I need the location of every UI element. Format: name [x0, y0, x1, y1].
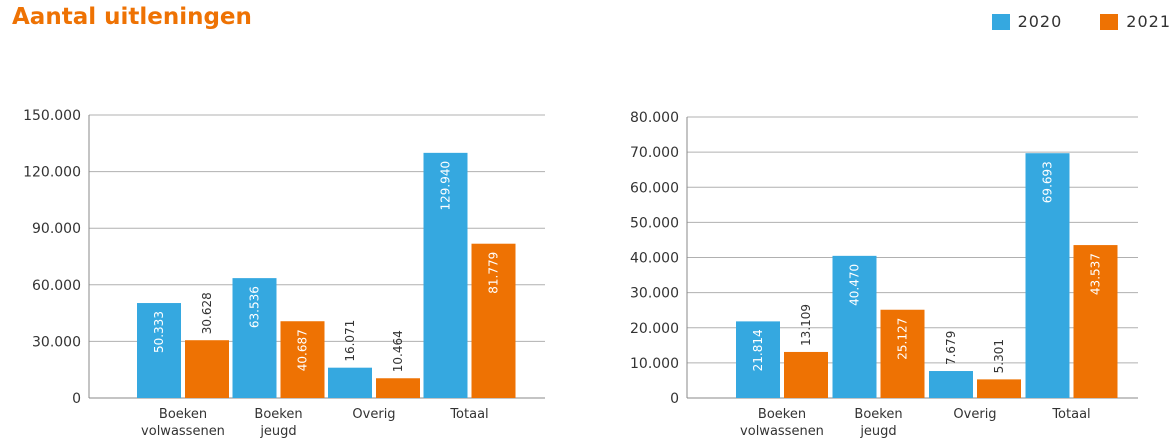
category-label: Totaal	[1051, 407, 1090, 422]
y-tick-label: 80.000	[630, 110, 679, 126]
y-tick-label: 20.000	[630, 321, 679, 337]
bar-2021	[471, 243, 516, 398]
y-tick-label: 150.000	[23, 108, 81, 124]
category-label-line: Overig	[953, 407, 996, 422]
data-label: 21.814	[751, 329, 765, 371]
category-label-line: Totaal	[1051, 407, 1090, 422]
bar-2021	[784, 351, 828, 398]
bar-2020	[137, 303, 181, 398]
category-label-line: Overig	[352, 407, 395, 422]
y-tick-label: 0	[670, 391, 679, 407]
data-label: 43.537	[1089, 253, 1103, 295]
y-tick-label: 10.000	[630, 356, 679, 372]
legend-label-2021: 2021	[1126, 12, 1171, 31]
bar-2020	[832, 255, 877, 398]
category-label-line: jeugd	[859, 424, 896, 439]
data-label: 10.464	[391, 330, 405, 372]
bar-2021	[977, 379, 1021, 398]
y-tick-label: 0	[72, 391, 81, 407]
y-tick-label: 60.000	[32, 278, 81, 294]
data-label: 81.779	[487, 252, 501, 294]
category-label-line: Totaal	[449, 407, 488, 422]
data-label: 69.693	[1041, 161, 1055, 203]
data-label: 63.536	[248, 286, 262, 328]
y-tick-label: 120.000	[23, 165, 81, 181]
bar-2021	[880, 309, 925, 398]
bar-2020	[423, 152, 468, 398]
y-tick-label: 30.000	[32, 334, 81, 350]
legend-swatch-2020	[991, 13, 1010, 30]
category-label-line: volwassenen	[141, 424, 225, 439]
category-label-line: Boeken	[854, 407, 902, 422]
category-label: Totaal	[449, 407, 488, 422]
category-label-line: volwassenen	[740, 424, 824, 439]
y-tick-label: 30.000	[630, 286, 679, 302]
y-tick-label: 90.000	[32, 221, 81, 237]
category-label-line: Boeken	[758, 407, 806, 422]
category-label-line: Boeken	[254, 407, 302, 422]
data-label: 40.687	[296, 329, 310, 371]
data-label: 50.333	[152, 311, 166, 353]
category-label: Boeken volwassenen	[740, 407, 824, 439]
data-label: 30.628	[200, 292, 214, 334]
y-tick-label: 60.000	[630, 180, 679, 196]
data-label: 16.071	[343, 320, 357, 362]
category-label: Overig	[953, 407, 996, 422]
category-label: Boeken jeugd	[254, 407, 302, 439]
data-label: 129.940	[439, 161, 453, 211]
category-label: Boeken jeugd	[854, 407, 902, 439]
data-label: 7.679	[944, 331, 958, 365]
chart-title: Aantal uitleningen	[12, 4, 252, 30]
category-label-line: jeugd	[259, 424, 296, 439]
legend-label-2020: 2020	[1017, 12, 1063, 31]
bar-2021	[376, 378, 420, 398]
data-label: 13.109	[799, 304, 813, 346]
y-tick-label: 50.000	[630, 215, 679, 231]
legend-swatch-2021	[1100, 13, 1119, 30]
bar-2021	[1073, 245, 1118, 398]
data-label: 5.301	[992, 339, 1006, 373]
bar-2020	[328, 367, 372, 398]
data-label: 25.127	[896, 318, 910, 360]
bar-2021	[185, 340, 229, 398]
legend-item-2020: 2020	[991, 12, 1063, 31]
data-label: 40.470	[848, 264, 862, 306]
y-tick-label: 70.000	[630, 145, 679, 161]
bar-2020	[1025, 153, 1070, 398]
bar-2020	[736, 321, 780, 398]
category-label-line: Boeken	[159, 407, 207, 422]
legend-item-2021: 2021	[1100, 12, 1171, 31]
y-tick-label: 40.000	[630, 251, 679, 267]
category-label: Boeken volwassenen	[141, 407, 225, 439]
bar-2021	[280, 321, 325, 398]
legend: 2020 2021	[954, 12, 1171, 31]
bar-2020	[232, 278, 277, 398]
category-label: Overig	[352, 407, 395, 422]
bar-2020	[929, 371, 973, 398]
